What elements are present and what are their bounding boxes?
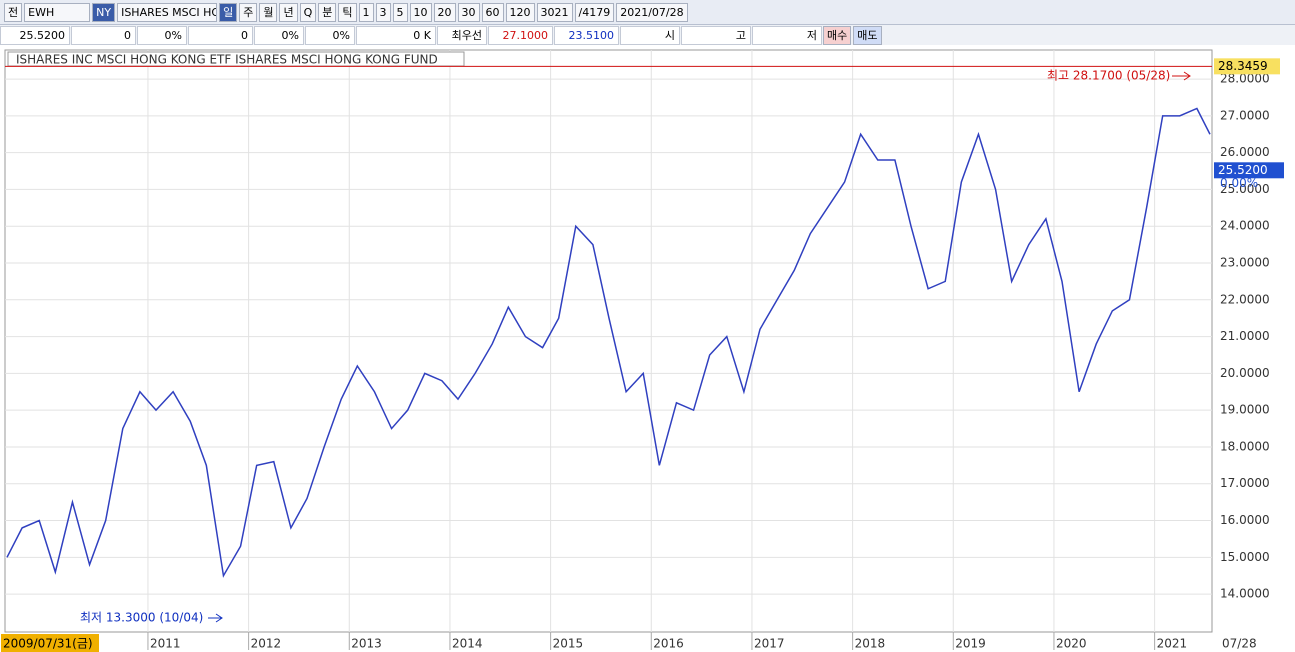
- last-price-label: 25.5200: [1218, 163, 1268, 177]
- interval-button[interactable]: 5: [392, 2, 408, 22]
- chart: 14.0000 15.0000 16.0000 17.0000 18.0000 19.00…: [1, 49, 1284, 652]
- market-badge[interactable]: NY: [92, 2, 116, 22]
- x-tick-label: 2011: [150, 637, 181, 651]
- period-button[interactable]: Q: [299, 2, 317, 22]
- y-tick-label: 16.0000: [1220, 513, 1270, 527]
- period-button[interactable]: 월: [259, 2, 278, 22]
- high-label: 고: [681, 25, 751, 45]
- x-tick-label: 2015: [553, 637, 584, 651]
- y-tick-label: 18.0000: [1220, 439, 1270, 453]
- low-label: 저: [752, 25, 822, 45]
- y-tick-label: 25.0000: [1220, 182, 1270, 196]
- y-tick-label: 14.0000: [1220, 587, 1270, 601]
- x-tick-label: 2021: [1157, 637, 1188, 651]
- period-button[interactable]: 년: [279, 2, 298, 22]
- interval-button[interactable]: 10: [409, 2, 432, 22]
- min-annotation: 최저 13.3000 (10/04): [80, 611, 203, 625]
- x-end-label: 07/28: [1222, 637, 1257, 651]
- legend-text: ISHARES INC MSCI HONG KONG ETF ISHARES M…: [16, 53, 438, 67]
- x-tick-label: 2018: [855, 637, 886, 651]
- name-field[interactable]: ISHARES MSCI HO: [117, 2, 218, 22]
- period-button[interactable]: 일: [219, 2, 238, 22]
- plot-frame: [4, 49, 1213, 633]
- y-tick-label: 17.0000: [1220, 476, 1270, 490]
- best-label: 최우선: [437, 25, 487, 45]
- x-tick-label: 2020: [1056, 637, 1087, 651]
- amount-pct: 0%: [305, 25, 355, 45]
- period-button[interactable]: 주: [239, 2, 258, 22]
- x-tick-label: 2014: [452, 637, 483, 651]
- y-tick-label: 20.0000: [1220, 366, 1270, 380]
- ask: 27.1000: [488, 25, 553, 45]
- last-price-box: [1214, 162, 1284, 179]
- prev-button[interactable]: 전: [4, 2, 23, 22]
- interval-button[interactable]: 30: [457, 2, 480, 22]
- min-arrow: [208, 613, 223, 623]
- max-annotation: 최고 28.1700 (05/28): [1047, 69, 1170, 83]
- y-tick-label: 28.0000: [1220, 72, 1270, 86]
- y-tick-label: 27.0000: [1220, 108, 1270, 122]
- period-button[interactable]: 분: [318, 2, 337, 22]
- change-pct: 0%: [137, 25, 187, 45]
- count-field[interactable]: 3021: [536, 2, 573, 22]
- interval-button[interactable]: 60: [481, 2, 504, 22]
- volume-pct: 0%: [254, 25, 304, 45]
- start-label-box: [1, 634, 99, 652]
- change-label: 0.00%: [1220, 176, 1258, 190]
- y-tick-label: 22.0000: [1220, 292, 1270, 306]
- x-tick-label: 2017: [754, 637, 785, 651]
- y-tick-label: 19.0000: [1220, 403, 1270, 417]
- reference-label-box: [1214, 58, 1280, 75]
- x-start-label: 2009/07/31(금): [3, 637, 93, 651]
- toolbar: 전 EWH NY ISHARES MSCI HO 일 주 월 년 Q 분 틱 1 3 5 10 20 30 60 1…: [0, 0, 1295, 25]
- change: 0: [71, 25, 136, 45]
- amount: 0 K: [356, 25, 436, 45]
- quote-bar: 25.5200 0 0% 0 0% 0% 0 K 최우선 27.1000 23.5100 시 고 저 매수…: [0, 25, 1295, 45]
- y-tick-label: 23.0000: [1220, 256, 1270, 270]
- open-label: 시: [620, 25, 680, 45]
- interval-button[interactable]: 3: [375, 2, 391, 22]
- y-tick-label: 21.0000: [1220, 329, 1270, 343]
- price-line: [6, 107, 1211, 578]
- x-tick-label: 2013: [351, 637, 382, 651]
- x-tick-label: 2016: [653, 637, 684, 651]
- y-tick-label: 26.0000: [1220, 145, 1270, 159]
- interval-button[interactable]: 120: [505, 2, 535, 22]
- y-tick-label: 15.0000: [1220, 550, 1270, 564]
- x-tick-label: 2019: [955, 637, 986, 651]
- total-field[interactable]: /4179: [574, 2, 615, 22]
- interval-button[interactable]: 20: [433, 2, 456, 22]
- interval-button[interactable]: 1: [358, 2, 374, 22]
- max-arrow: [1172, 71, 1191, 81]
- x-tick-label: 2012: [251, 637, 282, 651]
- sell-button[interactable]: 매도: [853, 25, 882, 45]
- period-button[interactable]: 틱: [338, 2, 357, 22]
- volume: 0: [188, 25, 253, 45]
- date-field[interactable]: 2021/07/28: [616, 2, 688, 22]
- code-input[interactable]: EWH: [24, 2, 91, 22]
- y-tick-label: 24.0000: [1220, 219, 1270, 233]
- buy-button[interactable]: 매수: [823, 25, 852, 45]
- bid: 23.5100: [554, 25, 619, 45]
- price: 25.5200: [0, 25, 70, 45]
- reference-label: 28.3459: [1218, 59, 1268, 73]
